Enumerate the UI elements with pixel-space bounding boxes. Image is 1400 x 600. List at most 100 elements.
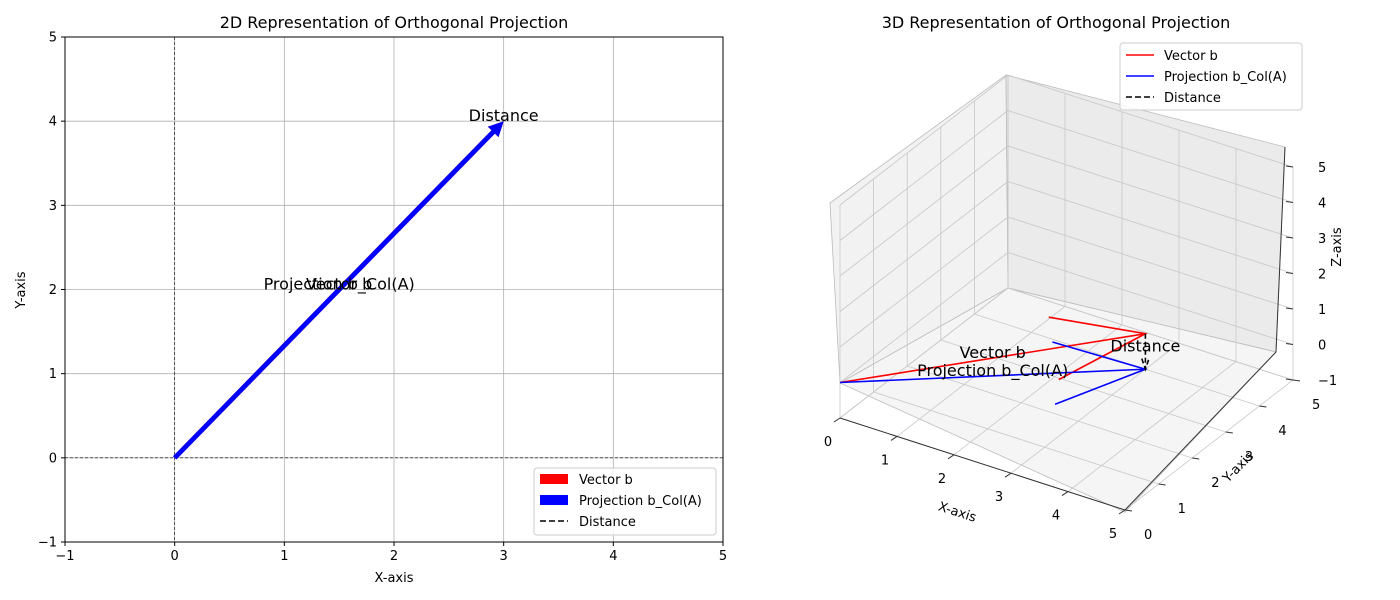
legend-3d-label-projection: Projection b_Col(A) [1164, 70, 1287, 85]
tick-3d-x [1004, 472, 1012, 478]
annotation-3d-vector-b: Vector b [960, 343, 1026, 362]
legend-2d-label-distance: Distance [579, 515, 636, 530]
tick-label-3d-z: 3 [1318, 232, 1326, 247]
chart-2d-title: 2D Representation of Orthogonal Projecti… [220, 13, 569, 32]
chart-2d-legend-box [533, 467, 717, 536]
tick-3d-y [1192, 457, 1200, 460]
grid-3d-line [839, 74, 1009, 206]
chart-2d-legend: Vector b Projection b_Col(A) Distance [533, 467, 717, 536]
tick-label-3d-y: 0 [1144, 528, 1152, 543]
tick-label-2d-x: −1 [55, 549, 74, 564]
legend-3d-label-distance: Distance [1164, 91, 1221, 106]
tick-label-2d-y: 5 [49, 31, 57, 46]
grid-3d-line [873, 391, 1159, 485]
tick-label-2d-x: 1 [280, 549, 288, 564]
tick-3d-z [1285, 165, 1294, 168]
tick-label-3d-x: 2 [938, 472, 946, 487]
tick-label-3d-y: 2 [1211, 476, 1219, 491]
grid-3d-line [940, 339, 1226, 433]
grid-3d-line [839, 252, 1009, 383]
tick-label-3d-x: 4 [1052, 509, 1060, 524]
tick-label-3d-x: 1 [881, 453, 889, 468]
tick-3d-x [947, 454, 955, 460]
legend-2d-swatch-projection [540, 495, 568, 505]
annotation-3d-projection-b-col-a: Projection b_Col(A) [917, 361, 1068, 381]
tick-3d-z [1285, 236, 1294, 239]
grid-3d-line [1007, 216, 1294, 310]
tick-3d-y [1259, 405, 1267, 408]
grid-3d-line [974, 313, 1260, 407]
tick-label-2d-y: 3 [49, 199, 57, 214]
chart-3d-xlabel: X-axis [936, 500, 978, 526]
tick-label-2d-y: 4 [49, 115, 57, 130]
tick-label-2d-x: 0 [171, 549, 179, 564]
tick-label-2d-y: 2 [49, 283, 57, 298]
annotation-2d-distance: Distance [469, 106, 539, 125]
tick-3d-y [1158, 483, 1166, 486]
tick-label-2d-x: 5 [719, 549, 727, 564]
grid-3d-line [1007, 74, 1294, 168]
tick-label-3d-z: 1 [1318, 303, 1326, 318]
chart-3d-legend: Vector b Projection b_Col(A) Distance [1119, 42, 1303, 111]
grid-3d-line [839, 287, 1009, 419]
chart-2d-ticks: −1 0 1 2 3 4 5 −1 0 1 2 3 4 5 [38, 31, 727, 565]
grid-3d-line [1007, 287, 1294, 381]
tick-label-3d-z: 0 [1318, 339, 1326, 354]
tick-label-2d-x: 4 [609, 549, 617, 564]
chart-3d-z-axis-line [1275, 146, 1286, 353]
grid-3d-line [839, 181, 1009, 312]
legend-2d-label-vector-b: Vector b [579, 473, 633, 488]
grid-3d-line [839, 145, 1009, 277]
tick-3d-z [1285, 378, 1294, 381]
chart-3d-ticks: 0 1 2 3 4 5 0 1 2 3 4 5 −1 0 1 2 3 4 5 [824, 161, 1337, 543]
grid-3d-line [1007, 181, 1294, 274]
tick-label-2d-y: 0 [49, 451, 57, 466]
tick-3d-y [1292, 379, 1301, 382]
chart-3d-title: 3D Representation of Orthogonal Projecti… [882, 13, 1231, 32]
arrow-2d-projection-b-col-a [173, 121, 504, 460]
tick-3d-z [1285, 272, 1294, 274]
chart-3d-y-axis-line [1124, 351, 1277, 511]
chart-3d-zlabel: Z-axis [1330, 227, 1345, 267]
chart-3d-ylabel: Y-axis [1219, 449, 1257, 487]
tick-label-3d-x: 0 [824, 435, 832, 450]
chart-3d-marks [839, 316, 1150, 406]
annotation-2d-projection-b-col-a: Projection b_Col(A) [264, 275, 415, 295]
tick-label-3d-y: 4 [1278, 424, 1286, 439]
legend-3d-label-vector-b: Vector b [1164, 49, 1218, 64]
tick-3d-y [1225, 431, 1233, 434]
chart-3d-x-axis-line [839, 417, 1126, 511]
arrow-3d-distance [1141, 333, 1150, 372]
grid-3d-line [839, 216, 1009, 348]
chart-2d: 2D Representation of Orthogonal Projecti… [14, 13, 727, 586]
tick-3d-z [1285, 307, 1294, 310]
tick-3d-z [1285, 201, 1294, 203]
tick-label-3d-z: 5 [1318, 161, 1326, 176]
chart-3d: 3D Representation of Orthogonal Projecti… [824, 13, 1345, 543]
tick-label-3d-y: 5 [1312, 398, 1320, 413]
grid-3d-line [1007, 252, 1294, 345]
tick-label-3d-z: −1 [1318, 374, 1337, 389]
tick-label-3d-z: 2 [1318, 268, 1326, 283]
tick-label-3d-y: 1 [1178, 502, 1186, 517]
grid-3d-line [1067, 361, 1237, 492]
grid-3d-line [953, 324, 1123, 456]
tick-label-3d-x: 3 [995, 490, 1003, 505]
chart-2d-xlabel: X-axis [375, 571, 414, 586]
annotation-3d-distance: Distance [1110, 336, 1180, 355]
grid-3d-line [839, 110, 1009, 241]
tick-3d-x [1118, 509, 1126, 515]
chart-2d-marks [173, 121, 504, 460]
tick-3d-z [1285, 343, 1294, 345]
grid-3d-line [1007, 110, 1294, 203]
legend-2d-swatch-vector-b [540, 474, 568, 484]
chart-2d-ylabel: Y-axis [14, 271, 29, 309]
tick-3d-x [1061, 491, 1069, 497]
grid-3d-line [1007, 145, 1294, 239]
chart-3d-legend-box [1119, 42, 1303, 111]
grid-3d-line [896, 306, 1066, 437]
tick-3d-y [1124, 509, 1133, 512]
